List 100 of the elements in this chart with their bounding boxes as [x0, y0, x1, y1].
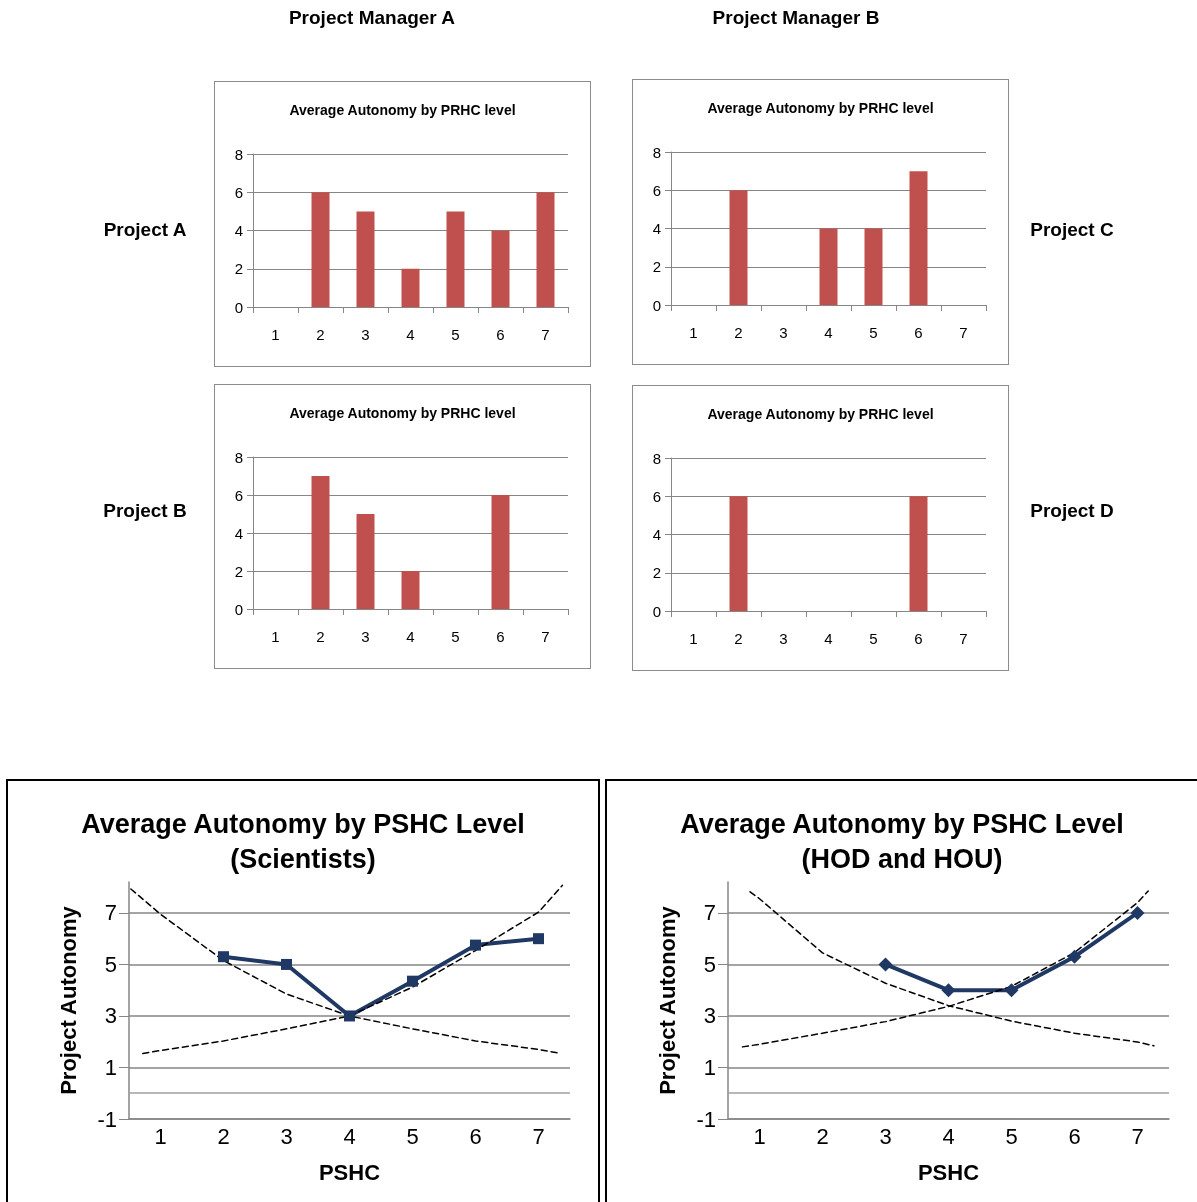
x-tick-label: 6 — [496, 628, 505, 645]
bar — [909, 171, 928, 305]
y-tick-label: 0 — [234, 298, 243, 316]
y-tick-label: -1 — [696, 1106, 716, 1132]
y-tick-label: 2 — [234, 260, 243, 278]
y-tick-label: 8 — [234, 448, 243, 466]
text: Project A — [103, 219, 187, 241]
bar — [356, 211, 375, 307]
x-tick-label: 4 — [406, 628, 415, 645]
x-tick-label: 7 — [959, 630, 968, 647]
bar — [864, 228, 883, 305]
bar — [819, 228, 838, 305]
x-tick-label: 6 — [914, 324, 923, 341]
chart-title: Average Autonomy by PSHC Level — [680, 808, 1124, 839]
y-tick-label: 4 — [234, 524, 243, 542]
x-tick-label: 5 — [1005, 1123, 1018, 1149]
point — [1130, 905, 1145, 920]
chart-title: Average Autonomy by PRHC level — [289, 405, 516, 421]
x-tick-label: 2 — [316, 326, 325, 343]
y-tick-label: 3 — [104, 1003, 117, 1029]
x-tick-label: 7 — [1131, 1123, 1144, 1149]
chart-title: Average Autonomy by PRHC level — [707, 406, 934, 422]
y-tick-label: 8 — [234, 145, 243, 163]
bar — [491, 230, 510, 307]
point — [344, 1010, 355, 1022]
x-tick-label: 2 — [734, 630, 743, 647]
x-axis-title: PSHC — [917, 1159, 980, 1185]
y-tick-label: 3 — [703, 1003, 716, 1029]
x-tick-label: 5 — [406, 1123, 419, 1149]
point — [281, 958, 292, 970]
x-tick-label: 3 — [361, 628, 370, 645]
y-tick-label: 8 — [652, 449, 661, 467]
x-tick-label: 1 — [689, 630, 698, 647]
x-tick-label: 6 — [914, 630, 923, 647]
x-axis-title: PSHC — [318, 1159, 381, 1185]
y-tick-label: 7 — [104, 900, 117, 926]
y-tick-label: 6 — [234, 183, 243, 201]
bar — [536, 192, 555, 307]
point — [1067, 949, 1082, 964]
y-tick-label: 8 — [652, 143, 661, 161]
x-tick-label: 4 — [942, 1123, 955, 1149]
text: Project D — [1030, 500, 1114, 522]
y-tick-label: 2 — [652, 564, 661, 582]
y-tick-label: 0 — [652, 602, 661, 620]
y-axis-title: Project Autonomy — [654, 905, 680, 1095]
x-tick-label: 7 — [541, 326, 550, 343]
x-tick-label: 2 — [734, 324, 743, 341]
x-tick-label: 7 — [532, 1123, 545, 1149]
x-tick-label: 7 — [541, 628, 550, 645]
y-tick-label: 6 — [652, 181, 661, 199]
x-tick-label: 4 — [824, 630, 833, 647]
bar — [729, 190, 748, 305]
x-tick-label: 5 — [451, 628, 460, 645]
chart-title: Average Autonomy by PRHC level — [707, 100, 934, 116]
x-tick-label: 2 — [816, 1123, 829, 1149]
y-tick-label: 4 — [234, 222, 243, 239]
y-tick-label: -1 — [97, 1106, 117, 1132]
x-tick-label: 1 — [689, 324, 698, 341]
y-tick-label: 2 — [234, 562, 243, 580]
point — [407, 975, 418, 987]
y-tick-label: 1 — [703, 1054, 716, 1080]
y-tick-label: 5 — [104, 951, 117, 977]
x-tick-label: 6 — [496, 326, 505, 343]
y-tick-label: 5 — [703, 951, 716, 977]
point — [941, 983, 956, 998]
y-tick-label: 6 — [652, 487, 661, 505]
x-tick-label: 4 — [343, 1123, 356, 1149]
text: Project Manager A — [288, 7, 456, 29]
bar — [356, 514, 375, 609]
x-tick-label: 5 — [869, 630, 878, 647]
x-tick-label: 3 — [779, 324, 788, 341]
x-tick-label: 4 — [406, 326, 415, 343]
text: Project Manager B — [712, 7, 880, 29]
x-tick-label: 4 — [824, 324, 833, 341]
chart-subtitle: (HOD and HOU) — [801, 843, 1003, 874]
y-tick-label: 2 — [652, 258, 661, 276]
x-tick-label: 6 — [469, 1123, 482, 1149]
bar — [401, 571, 420, 609]
chart-title: Average Autonomy by PRHC level — [289, 102, 516, 118]
bar — [446, 211, 465, 307]
point — [878, 957, 893, 972]
text: Project C — [1030, 219, 1114, 241]
y-tick-label: 1 — [104, 1054, 117, 1080]
bar — [491, 495, 510, 609]
y-tick-label: 6 — [234, 486, 243, 504]
x-tick-label: 5 — [869, 324, 878, 341]
x-tick-label: 1 — [271, 628, 280, 645]
y-tick-label: 4 — [652, 526, 661, 543]
y-axis-title: Project Autonomy — [55, 905, 81, 1095]
bar — [311, 192, 330, 307]
x-tick-label: 3 — [879, 1123, 892, 1149]
x-tick-label: 3 — [779, 630, 788, 647]
x-tick-label: 2 — [316, 628, 325, 645]
point — [533, 933, 544, 945]
x-tick-label: 3 — [361, 326, 370, 343]
x-tick-label: 7 — [959, 324, 968, 341]
chart-title: Average Autonomy by PSHC Level — [81, 808, 525, 839]
x-tick-label: 1 — [154, 1123, 167, 1149]
point — [218, 951, 229, 963]
y-tick-label: 0 — [652, 296, 661, 314]
